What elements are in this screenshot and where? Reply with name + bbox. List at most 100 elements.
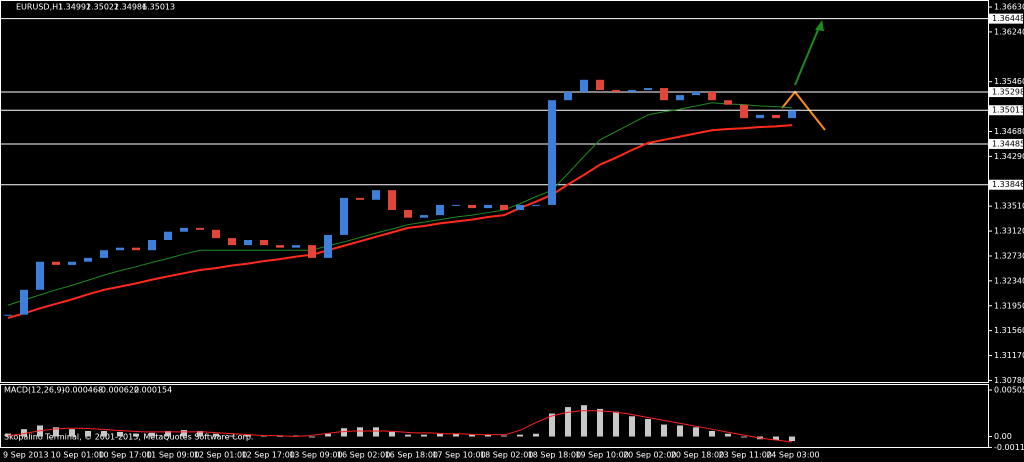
candle — [68, 261, 76, 265]
macd-bar — [549, 413, 555, 437]
candle — [724, 100, 732, 105]
x-tick-label: 18 Sep 02:00 — [480, 451, 533, 460]
x-tick-label: 10 Sep 01:00 — [51, 451, 104, 460]
candle — [612, 90, 620, 92]
macd-bar — [181, 430, 187, 437]
macd-bar — [725, 433, 731, 437]
y-tick-label: 1.31950 — [994, 301, 1024, 310]
candle — [228, 238, 236, 246]
level-label: 1.34485 — [992, 139, 1024, 148]
candle — [196, 227, 204, 230]
y-tick-label: 1.31170 — [994, 351, 1024, 360]
x-tick-label: 20 Sep 02:00 — [623, 451, 676, 460]
y-tick-label: 1.31560 — [994, 326, 1024, 335]
macd-bar — [309, 436, 315, 438]
macd-tick-label: -0.001187 — [994, 443, 1024, 452]
macd-signal — [7, 410, 793, 443]
macd-bar — [533, 433, 539, 437]
x-tick-label: 20 Sep 18:00 — [671, 451, 724, 460]
candle — [84, 257, 92, 262]
candle — [740, 104, 748, 119]
candle — [244, 240, 252, 246]
macd-bar — [437, 433, 443, 437]
macd-bar — [661, 424, 667, 437]
candle — [596, 79, 604, 91]
macd-bar — [469, 434, 475, 437]
candle — [500, 204, 508, 211]
macd-bar — [773, 436, 779, 441]
macd-bar — [85, 430, 91, 437]
macd-panel — [0, 384, 989, 448]
arrowhead — [815, 20, 824, 31]
y-tick-label: 1.33510 — [994, 202, 1024, 211]
indicator-line — [7, 102, 793, 306]
x-tick-label: 10 Sep 17:00 — [98, 451, 151, 460]
macd-bar — [789, 436, 795, 442]
candle — [580, 79, 588, 92]
y-tick-label: 1.36630 — [994, 3, 1024, 12]
candle — [116, 247, 124, 251]
macd-bar — [133, 433, 139, 437]
macd-title: MACD(12,26,9) — [4, 386, 65, 395]
candle — [772, 114, 780, 119]
candle — [660, 88, 668, 101]
candle — [20, 289, 28, 315]
candle — [164, 231, 172, 241]
macd-bar — [517, 434, 523, 437]
level-box — [989, 105, 1023, 116]
macd-bar — [341, 428, 347, 437]
macd-tick-label: 0.005057 — [994, 385, 1024, 394]
x-tick-label: 17 Sep 10:00 — [432, 451, 485, 460]
candle — [52, 261, 60, 265]
candle — [516, 204, 524, 211]
macd-bar — [693, 427, 699, 437]
main-panel — [0, 0, 989, 383]
macd-bar — [405, 434, 411, 437]
macd-bar — [277, 436, 283, 438]
macd-bar — [501, 435, 507, 437]
level-label: 1.35298 — [992, 88, 1024, 97]
x-tick-label: 19 Sep 10:00 — [575, 451, 628, 460]
candle — [36, 261, 44, 290]
candle — [644, 88, 652, 91]
macd-bar — [421, 434, 427, 437]
candle — [324, 234, 332, 258]
level-box — [989, 13, 1023, 24]
y-tick-label: 1.33120 — [994, 227, 1024, 236]
y-tick-label: 1.32340 — [994, 276, 1024, 285]
candle — [436, 204, 444, 216]
candle — [468, 204, 476, 209]
macd-bar — [741, 436, 747, 438]
candle — [292, 245, 300, 248]
macd-bar — [197, 430, 203, 437]
x-tick-label: 18 Sep 18:00 — [528, 451, 581, 460]
candle — [452, 204, 460, 206]
level-box — [989, 179, 1023, 190]
candle — [756, 114, 764, 119]
ohlc: 1.35022 — [86, 3, 119, 12]
macd-bar — [629, 416, 635, 437]
candle — [548, 100, 556, 205]
ohlc: 1.35013 — [142, 3, 175, 12]
y-tick-label: 1.30780 — [994, 376, 1024, 385]
candle — [404, 210, 412, 218]
candle — [628, 90, 636, 92]
candle — [484, 204, 492, 209]
macd-bar — [245, 434, 251, 437]
candle — [356, 197, 364, 200]
macd-bar — [21, 429, 27, 437]
macd-reading: -0.000468 — [62, 386, 103, 395]
macd-bar — [709, 430, 715, 437]
macd-bar — [357, 427, 363, 437]
candle — [708, 91, 716, 101]
macd-bar — [373, 427, 379, 437]
candle — [308, 245, 316, 258]
macd-reading: 0.000154 — [134, 386, 172, 395]
x-tick-label: 16 Sep 02:00 — [337, 451, 390, 460]
level-label: 1.36448 — [992, 14, 1024, 23]
x-tick-label: 23 Sep 11:00 — [719, 451, 772, 460]
x-tick-label: 13 Sep 09:00 — [289, 451, 342, 460]
ohlc: 1.34992 — [58, 3, 91, 12]
candle — [692, 91, 700, 96]
